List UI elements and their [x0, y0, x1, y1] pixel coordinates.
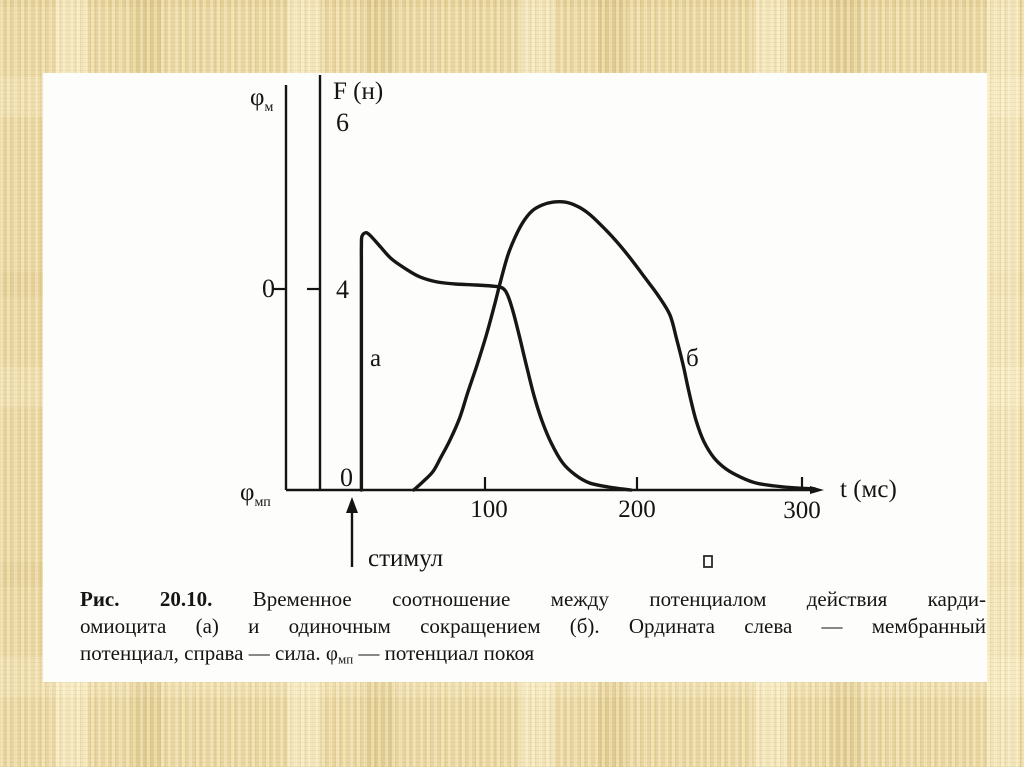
figure-caption: Рис. 20.10. Временное соотношение между … — [80, 586, 986, 673]
time-tick-label-200: 200 — [618, 496, 656, 523]
time-axis-title: t (мс) — [840, 476, 897, 503]
stimulus-arrowhead-icon — [346, 497, 358, 513]
curve-b-label: б — [686, 345, 699, 372]
time-tick-label-100: 100 — [470, 496, 508, 523]
caption-line-2: омиоцита (а) и одиночным сокращением (б)… — [80, 614, 986, 638]
curve-action-potential — [359, 231, 633, 492]
force-axis-title: F (н) — [333, 78, 383, 105]
membrane-axis-top-label: φм — [250, 84, 273, 115]
force-value-4: 4 — [336, 275, 349, 304]
figure-panel — [43, 73, 987, 682]
caption-line-1: Рис. 20.10. Временное соотношение между … — [80, 587, 986, 611]
membrane-zero-label: 0 — [262, 274, 275, 303]
time-tick-label-300: 300 — [783, 497, 821, 524]
membrane-axis-bottom-label: φмп — [240, 479, 271, 510]
force-zero-label: 0 — [340, 463, 353, 492]
stimulus-label: стимул — [368, 545, 443, 572]
caption-line-3: потенциал, справа — сила. φмп — потенциа… — [80, 641, 535, 667]
figure-number: Рис. 20.10. — [80, 587, 213, 611]
curve-contraction — [412, 199, 817, 492]
force-value-6: 6 — [336, 108, 349, 137]
print-artifact-square — [703, 555, 713, 568]
curve-a-label: а — [370, 345, 381, 372]
